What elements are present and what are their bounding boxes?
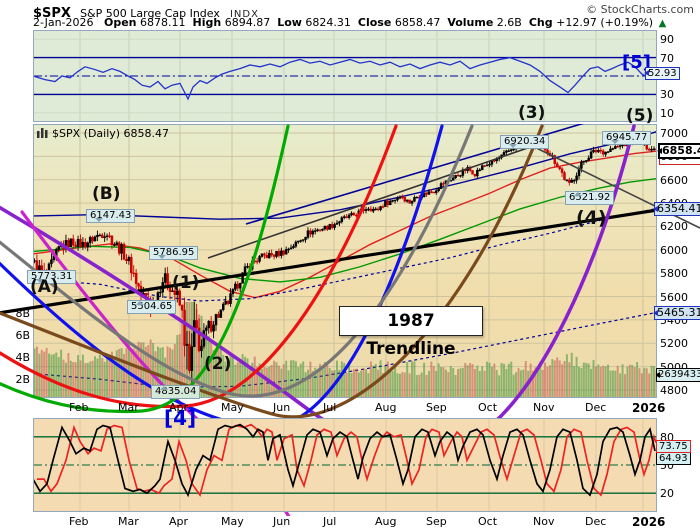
main-price-panel bbox=[33, 124, 657, 398]
quote-field-label-high: High bbox=[192, 16, 222, 29]
price-plot bbox=[34, 125, 656, 397]
quote-field-label-low: Low bbox=[277, 16, 302, 29]
envelope-lower-box: 5465.31 bbox=[653, 306, 700, 321]
price-tick-5200: 5200 bbox=[660, 337, 688, 351]
rsi-line bbox=[34, 56, 656, 101]
quote-field-label-volume: Volume bbox=[447, 16, 494, 29]
month-label2-Mar: Mar bbox=[118, 515, 139, 528]
exchange-tag: INDX bbox=[229, 9, 259, 20]
envelope-upper-box: 6354.41 bbox=[653, 202, 700, 217]
chart-title-text: $SPX (Daily) 6858.47 bbox=[52, 127, 170, 140]
volume-tick-8B: 8B bbox=[15, 307, 30, 320]
month-label2-Sep: Sep bbox=[426, 515, 447, 528]
volume-tick-2B: 2B bbox=[15, 373, 30, 386]
change-up-arrow: ▲ bbox=[658, 18, 667, 29]
price-tick-6000: 6000 bbox=[660, 243, 688, 257]
stochastic-plot bbox=[34, 419, 656, 511]
month-label2-Jul: Jul bbox=[323, 515, 337, 528]
month-label2-Oct: Oct bbox=[478, 515, 498, 528]
price-tick-6600: 6600 bbox=[660, 173, 688, 187]
quote-field-value-high: 6894.87 bbox=[221, 16, 271, 29]
rsi-value-box: 52.93 bbox=[644, 67, 680, 80]
volume-value-box: 2639433 bbox=[656, 368, 700, 382]
rsi-tick-10: 10 bbox=[660, 106, 674, 120]
stoch-tick-50: 50 bbox=[660, 459, 674, 472]
wave-label-5-blue: [5] bbox=[622, 52, 651, 73]
chart-header: $SPX S&P 500 Large Cap Index INDX bbox=[33, 2, 693, 21]
stoch-k-value-box: 64.93 bbox=[656, 452, 691, 465]
rsi-tick-30: 30 bbox=[660, 88, 674, 102]
month-label2-Aug: Aug bbox=[375, 515, 397, 528]
quote-field-value-low: 6824.31 bbox=[301, 16, 351, 29]
chart-type-icon bbox=[37, 128, 48, 138]
price-tick-7000: 7000 bbox=[660, 127, 688, 140]
month-label2-Nov: Nov bbox=[533, 515, 555, 528]
symbol: $SPX bbox=[33, 6, 71, 21]
month-label2-Dec: Dec bbox=[585, 515, 607, 528]
month-label-Sep: Sep bbox=[426, 401, 447, 414]
quote-field-label-chg: Chg bbox=[528, 16, 553, 29]
quote-field-value-open: 6878.11 bbox=[136, 16, 186, 29]
month-label-Nov: Nov bbox=[533, 401, 555, 414]
month-label2-Apr: Apr bbox=[169, 515, 189, 528]
price-tick-5400: 5400 bbox=[660, 313, 688, 327]
rsi-tick-70: 70 bbox=[660, 51, 674, 65]
price-tick-5000: 5000 bbox=[660, 360, 688, 374]
last-price-box: 6858.47 bbox=[656, 143, 700, 159]
stoch-tick-20: 20 bbox=[660, 487, 674, 501]
quote-date: 2-Jan-2026 bbox=[33, 16, 94, 29]
price-tick-5800: 5800 bbox=[660, 267, 688, 281]
envelope-dash-upper bbox=[34, 208, 656, 302]
trendline-1987-label: 1987 Trendline bbox=[339, 306, 483, 359]
quote-field-label-close: Close bbox=[357, 16, 392, 29]
stoch-k-line bbox=[34, 423, 656, 498]
quote-fields: Open 6878.11 High 6894.87 Low 6824.31 Close… bbox=[97, 16, 653, 29]
month-label-Mar: Mar bbox=[118, 401, 139, 414]
index-name: S&P 500 Large Cap Index bbox=[80, 7, 220, 20]
price-tick-4800: 4800 bbox=[660, 383, 688, 397]
quote-field-value-chg: +12.97 (+0.19%) bbox=[552, 16, 654, 29]
stochastic-panel bbox=[33, 418, 657, 512]
month-label2-May: May bbox=[221, 515, 244, 528]
quote-field-value-volume: 2.6B bbox=[493, 16, 522, 29]
month-label2-Feb: Feb bbox=[69, 515, 89, 528]
price-tick-6200: 6200 bbox=[660, 220, 688, 234]
stockcharts-credit: © StockCharts.com bbox=[586, 3, 694, 16]
ma-50-red bbox=[34, 150, 656, 299]
month-label-May: May bbox=[221, 401, 244, 414]
rsi-plot bbox=[34, 31, 656, 121]
chart-title: $SPX (Daily) 6858.47 bbox=[37, 127, 169, 140]
volume-tick-6B: 6B bbox=[15, 329, 30, 342]
month-label-Oct: Oct bbox=[478, 401, 498, 414]
wave-label-4-blue: [4] bbox=[164, 406, 197, 430]
stoch-tick-80: 80 bbox=[660, 430, 674, 444]
volume-tick-4B: 4B bbox=[15, 351, 30, 364]
month-label-Jun: Jun bbox=[273, 401, 291, 414]
price-tick-6400: 6400 bbox=[660, 197, 688, 211]
rsi-tick-90: 90 bbox=[660, 33, 674, 47]
month-label-Jul: Jul bbox=[323, 401, 337, 414]
quote-field-value-close: 6858.47 bbox=[391, 16, 441, 29]
month-label-Feb: Feb bbox=[69, 401, 89, 414]
month-label-2026: 2026 bbox=[632, 401, 666, 415]
ma-green bbox=[34, 177, 656, 283]
quote-field-label-open: Open bbox=[104, 16, 137, 29]
stoch-d-line bbox=[37, 423, 656, 498]
price-tick-5600: 5600 bbox=[660, 290, 688, 304]
month-label-Aug: Aug bbox=[375, 401, 397, 414]
quote-line: 2-Jan-2026 Open 6878.11 High 6894.87 Low 6… bbox=[33, 16, 693, 29]
rsi-indicator-panel bbox=[33, 30, 657, 122]
envelope-navy bbox=[34, 131, 656, 220]
month-label-Dec: Dec bbox=[585, 401, 607, 414]
month-label2-2026: 2026 bbox=[632, 515, 666, 529]
stoch-d-value-box: 73.75 bbox=[656, 440, 691, 453]
month-label2-Jun: Jun bbox=[273, 515, 291, 528]
